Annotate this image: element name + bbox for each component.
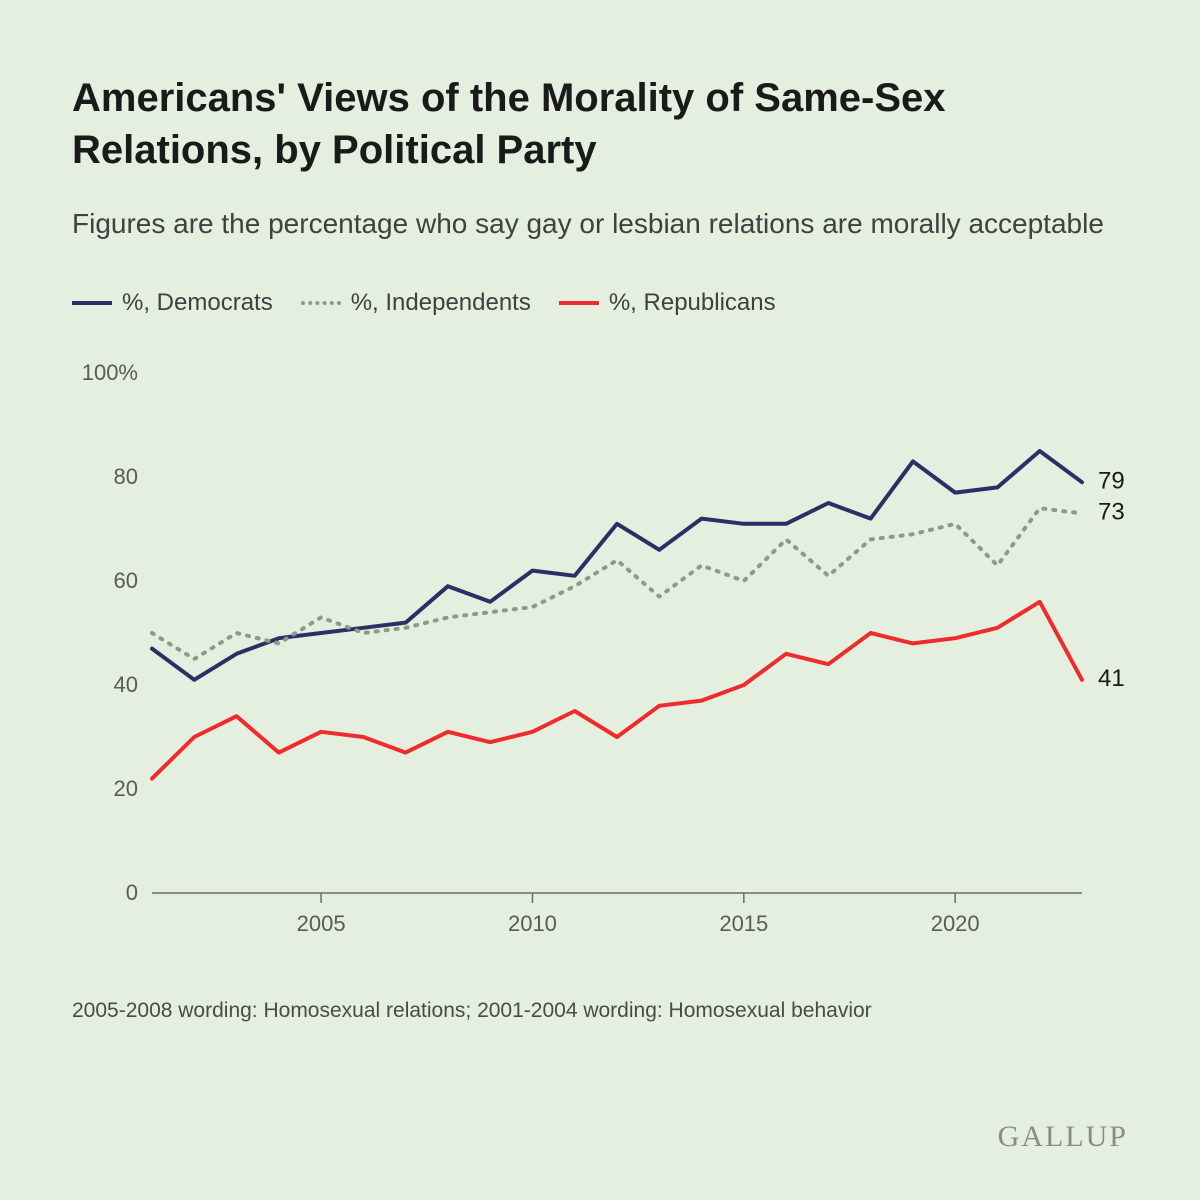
svg-text:2020: 2020 xyxy=(931,911,980,936)
legend-label-independents: %, Independents xyxy=(351,289,531,317)
chart-area: 0 20 40 60 80 100% 2005 2010 2015 2020 79 73 41 xyxy=(72,353,1128,973)
svg-text:2005: 2005 xyxy=(297,911,346,936)
svg-text:40: 40 xyxy=(114,672,138,697)
chart-subtitle: Figures are the percentage who say gay o… xyxy=(72,204,1128,245)
legend-label-republicans: %, Republicans xyxy=(609,289,776,317)
svg-text:60: 60 xyxy=(114,568,138,593)
legend-label-democrats: %, Democrats xyxy=(122,289,273,317)
svg-text:100%: 100% xyxy=(82,360,138,385)
svg-text:0: 0 xyxy=(126,880,138,905)
legend-item-democrats: %, Democrats xyxy=(72,289,273,317)
legend-swatch-republicans xyxy=(559,301,599,305)
svg-text:73: 73 xyxy=(1098,498,1125,525)
chart-title: Americans' Views of the Morality of Same… xyxy=(72,72,1128,176)
chart-footnote: 2005-2008 wording: Homosexual relations;… xyxy=(72,999,1128,1023)
line-chart-svg: 0 20 40 60 80 100% 2005 2010 2015 2020 79 73 41 xyxy=(72,353,1128,973)
source-logo: GALLUP xyxy=(998,1120,1128,1154)
svg-text:79: 79 xyxy=(1098,467,1125,494)
svg-text:41: 41 xyxy=(1098,665,1125,692)
legend-swatch-independents xyxy=(301,301,341,305)
svg-text:2010: 2010 xyxy=(508,911,557,936)
svg-text:20: 20 xyxy=(114,776,138,801)
svg-text:80: 80 xyxy=(114,464,138,489)
legend-swatch-democrats xyxy=(72,301,112,305)
legend-item-independents: %, Independents xyxy=(301,289,531,317)
legend: %, Democrats %, Independents %, Republic… xyxy=(72,289,1128,317)
svg-text:2015: 2015 xyxy=(719,911,768,936)
legend-item-republicans: %, Republicans xyxy=(559,289,776,317)
